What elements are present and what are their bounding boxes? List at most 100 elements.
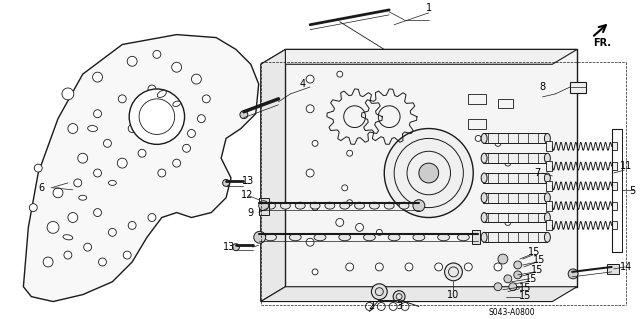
Bar [570,82,586,93]
Circle shape [384,129,473,218]
Text: 3: 3 [396,301,402,311]
Circle shape [191,74,202,84]
Bar [612,162,616,170]
Circle shape [514,261,522,269]
Bar [483,153,547,163]
Ellipse shape [266,202,275,209]
Bar [498,99,513,108]
Ellipse shape [157,90,166,98]
Circle shape [568,269,578,279]
Circle shape [128,221,136,229]
Circle shape [405,263,413,271]
Text: FR.: FR. [593,38,611,48]
Bar [483,173,547,183]
Circle shape [306,238,314,246]
Circle shape [153,50,161,58]
Circle shape [99,258,106,266]
Circle shape [498,254,508,264]
Circle shape [312,140,318,146]
Circle shape [371,284,387,300]
Circle shape [148,213,156,221]
Text: S043-A0800: S043-A0800 [488,308,534,317]
Circle shape [43,257,53,267]
Circle shape [505,219,511,226]
Bar [612,182,616,190]
Circle shape [504,275,512,283]
Circle shape [413,200,425,211]
Text: 6: 6 [38,183,44,193]
Polygon shape [260,287,577,301]
Bar [607,264,619,274]
Bar [468,119,486,129]
Ellipse shape [413,234,425,241]
Circle shape [197,115,205,122]
Circle shape [232,244,239,251]
Bar [612,202,616,210]
Ellipse shape [325,202,335,209]
Ellipse shape [295,202,305,209]
Circle shape [445,263,462,281]
Circle shape [494,263,502,271]
Circle shape [240,111,248,119]
Circle shape [494,283,502,291]
Bar [547,161,552,171]
Circle shape [223,180,230,186]
Circle shape [505,160,511,166]
Circle shape [93,169,102,177]
Circle shape [158,169,166,177]
Ellipse shape [108,181,116,185]
Ellipse shape [264,234,276,241]
Bar [468,94,486,104]
Text: 15: 15 [525,274,538,284]
Circle shape [495,140,501,146]
Circle shape [376,263,383,271]
Ellipse shape [438,234,449,241]
Ellipse shape [458,234,469,241]
Circle shape [253,231,266,243]
Circle shape [128,125,136,132]
Ellipse shape [369,202,380,209]
Bar [483,232,547,242]
Text: 15: 15 [529,247,541,257]
Bar [483,212,547,222]
Circle shape [312,205,318,211]
Ellipse shape [280,202,291,209]
Circle shape [118,95,126,103]
Circle shape [84,243,92,251]
Ellipse shape [545,193,550,203]
Ellipse shape [481,193,487,203]
Ellipse shape [481,212,487,222]
Circle shape [64,251,72,259]
Circle shape [347,150,353,156]
Ellipse shape [314,234,326,241]
Ellipse shape [88,126,97,131]
Bar [472,230,480,244]
Circle shape [337,71,343,77]
Bar [547,141,552,151]
Circle shape [435,263,443,271]
Ellipse shape [340,202,349,209]
Circle shape [312,269,318,275]
Circle shape [306,169,314,177]
Circle shape [93,209,102,217]
Circle shape [476,136,481,141]
Circle shape [117,158,127,168]
Ellipse shape [364,234,376,241]
Circle shape [108,228,116,236]
Text: 15: 15 [531,265,544,275]
Circle shape [68,212,78,222]
Circle shape [53,188,63,198]
Circle shape [74,179,82,187]
Circle shape [182,145,191,152]
Ellipse shape [339,234,351,241]
Circle shape [29,204,37,211]
Circle shape [35,164,42,172]
Circle shape [148,85,156,93]
Circle shape [47,221,59,233]
Bar [483,133,547,143]
Text: 12: 12 [241,190,253,200]
Text: 10: 10 [447,290,460,300]
Bar [547,181,552,191]
Circle shape [465,263,472,271]
Circle shape [346,263,354,271]
